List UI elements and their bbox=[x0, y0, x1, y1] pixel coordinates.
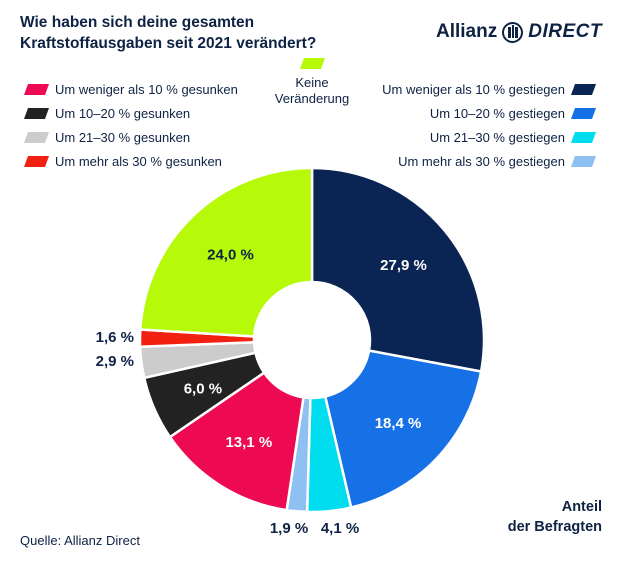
legend-label: Um mehr als 30 % gesunken bbox=[55, 154, 222, 169]
slice-data-label: 1,6 % bbox=[96, 329, 134, 346]
allianz-eagle-icon bbox=[502, 21, 524, 43]
axis-caption-line2: der Befragten bbox=[507, 519, 602, 535]
slice-data-label: 1,9 % bbox=[270, 520, 308, 537]
slice-data-label: 2,9 % bbox=[96, 353, 134, 370]
axis-caption: Anteil der Befragten bbox=[508, 497, 602, 537]
legend-item-10-20-gestiegen: Um 10–20 % gestiegen bbox=[429, 106, 597, 121]
donut-slice bbox=[323, 349, 483, 509]
legend-item-10-20-gesunken: Um 10–20 % gesunken bbox=[23, 106, 191, 121]
source-note: Quelle: Allianz Direct bbox=[20, 533, 140, 548]
slice-data-label: 6,0 % bbox=[184, 380, 222, 397]
legend-label: Um 10–20 % gesunken bbox=[55, 106, 191, 121]
legend-item-21-30-gesunken: Um 21–30 % gesunken bbox=[23, 130, 191, 145]
legend-label-line1: Keine bbox=[295, 75, 329, 90]
legend-label-line2: Veränderung bbox=[274, 91, 350, 106]
legend-label: Um 21–30 % gesunken bbox=[55, 130, 191, 145]
brand-sub: DIRECT bbox=[528, 21, 602, 42]
legend-item-weniger-10-gesunken: Um weniger als 10 % gesunken bbox=[23, 82, 238, 97]
legend-label: Um mehr als 30 % gestiegen bbox=[398, 154, 565, 169]
legend-label: Um weniger als 10 % gesunken bbox=[55, 82, 238, 97]
axis-caption-line1: Anteil bbox=[561, 499, 602, 515]
allianz-direct-logo: Allianz DIRECT bbox=[436, 18, 602, 46]
legend-label: Um 10–20 % gestiegen bbox=[429, 106, 565, 121]
slice-data-label: 18,4 % bbox=[375, 415, 422, 432]
slice-data-label: 24,0 % bbox=[207, 246, 254, 263]
slice-data-label: 27,9 % bbox=[380, 257, 427, 274]
slice-data-label: 13,1 % bbox=[225, 434, 272, 451]
chart-title: Wie haben sich deine gesamten Kraftstoff… bbox=[20, 14, 317, 52]
donut-slice bbox=[168, 370, 305, 512]
legend-item-21-30-gestiegen: Um 21–30 % gestiegen bbox=[429, 130, 597, 145]
legend-item-mehr-30-gesunken: Um mehr als 30 % gesunken bbox=[23, 154, 222, 169]
brand-name: Allianz bbox=[436, 21, 498, 42]
legend-label: Um 21–30 % gestiegen bbox=[429, 130, 565, 145]
slice-data-label: 4,1 % bbox=[321, 520, 359, 537]
legend-item-mehr-30-gestiegen: Um mehr als 30 % gestiegen bbox=[398, 154, 597, 169]
legend-item-keine-veraenderung: Keine Veränderung bbox=[250, 58, 374, 107]
legend-label: Um weniger als 10 % gestiegen bbox=[382, 82, 565, 97]
donut-slice bbox=[138, 166, 314, 338]
donut-slice bbox=[310, 166, 486, 373]
legend-item-weniger-10-gestiegen: Um weniger als 10 % gestiegen bbox=[382, 82, 597, 97]
